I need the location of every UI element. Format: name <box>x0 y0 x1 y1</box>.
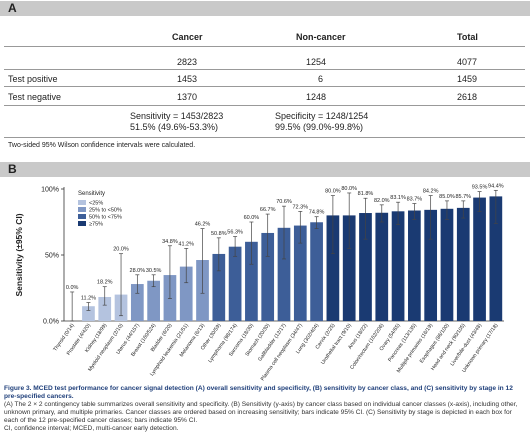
table-divider <box>4 86 525 87</box>
chart-bar <box>456 207 470 321</box>
legend-swatch <box>78 214 86 219</box>
chart-bar <box>130 284 144 321</box>
data-label: 83.1% <box>390 195 406 201</box>
figure-caption: Figure 3. MCED test performance for canc… <box>4 385 526 433</box>
data-label: 94.4% <box>488 183 504 189</box>
data-label: 46.2% <box>195 222 211 228</box>
table-divider <box>4 137 525 138</box>
legend-swatch <box>78 200 86 205</box>
chart-bar <box>277 227 291 321</box>
chart-bar <box>245 241 258 321</box>
chart-bar <box>310 222 323 321</box>
caption-description: (A) The 2 × 2 contingency table summariz… <box>4 401 518 424</box>
data-label: 80.0% <box>325 189 341 195</box>
data-label: 83.7% <box>407 197 423 203</box>
data-label: 70.6% <box>276 199 292 205</box>
grand-total-cell: 4077 <box>457 57 478 67</box>
data-label: 82.0% <box>374 198 390 204</box>
chart-bar <box>228 246 242 321</box>
test-positive-non-cancer-cell: 6 <box>318 74 324 84</box>
data-label: 85.0% <box>439 194 455 200</box>
y-tick-label: 50% <box>45 253 59 260</box>
panel-a-footnote: Two-sided 95% Wilson confidence interval… <box>8 142 196 149</box>
panel-b-label: B <box>0 162 530 177</box>
chart-bar <box>179 266 193 321</box>
row-label-test-negative: Test negative <box>8 92 62 102</box>
test-positive-total-cell: 1459 <box>457 74 478 84</box>
row-label-test-positive: Test positive <box>8 74 58 84</box>
y-tick-label: 100% <box>41 187 59 194</box>
chart-bar <box>359 213 372 321</box>
legend-label: 50% to <75% <box>89 215 122 221</box>
data-label: 84.2% <box>423 189 439 195</box>
x-tick-label: Esophagus (86/100) <box>419 322 451 364</box>
chart-bar <box>342 215 356 321</box>
data-label: 50.8% <box>211 231 227 237</box>
specificity-value: 99.5% (99.0%-99.8%) <box>275 122 364 132</box>
test-positive-cancer-cell: 1453 <box>177 74 198 84</box>
caption-abbreviations: CI, confidence interval; MCED, multi-can… <box>4 425 179 432</box>
sensitivity-formula: Sensitivity = 1453/2823 <box>130 111 224 121</box>
chart-bar <box>261 232 275 321</box>
data-label: 18.2% <box>97 280 113 286</box>
col-header-cancer: Cancer <box>172 32 203 42</box>
col-header-non-cancer: Non-cancer <box>296 32 346 42</box>
y-tick-label: 0.0% <box>43 319 59 326</box>
data-label: 56.3% <box>227 230 243 236</box>
data-label: 20.0% <box>113 247 129 253</box>
legend-title: Sensitivity <box>78 191 105 197</box>
chart-bar <box>98 296 112 321</box>
x-tick-label: Lymphoma (98/174) <box>207 322 239 364</box>
sensitivity-value: 51.5% (49.6%-53.3%) <box>130 122 219 132</box>
data-label: 41.2% <box>178 241 194 247</box>
total-non-cancer-cell: 1254 <box>306 57 327 67</box>
legend-label: 25% to <50% <box>89 208 122 214</box>
data-label: 11.2% <box>81 296 96 302</box>
legend-label: <25% <box>89 201 103 207</box>
data-label: 80.0% <box>341 186 357 192</box>
data-label: 93.5% <box>472 185 488 191</box>
chart-bar <box>391 211 405 321</box>
specificity-formula: Specificity = 1248/1254 <box>275 111 369 121</box>
data-label: 81.8% <box>358 191 374 197</box>
data-label: 28.0% <box>130 268 146 274</box>
chart-bar <box>440 208 454 321</box>
chart-bar <box>326 215 340 321</box>
legend-label: ≥75% <box>89 222 103 228</box>
y-axis-label: Sensitivity (±95% CI) <box>14 213 24 296</box>
test-negative-cancer-cell: 1370 <box>177 92 198 102</box>
contingency-table: Cancer Non-cancer Total 2823 1254 4077 T… <box>0 16 530 156</box>
total-cancer-cell: 2823 <box>177 57 198 67</box>
chart-bar <box>147 280 160 321</box>
data-label: 34.8% <box>162 239 178 245</box>
table-divider <box>4 46 525 47</box>
sensitivity-bar-chart: 0.0%50%100%Sensitivity (±95% CI) 0.0%Thyr… <box>14 183 504 382</box>
data-label: 72.3% <box>292 204 308 210</box>
data-label: 0.0% <box>66 285 79 291</box>
col-header-total: Total <box>457 32 478 42</box>
chart-bar <box>424 209 438 321</box>
caption-title: Figure 3. MCED test performance for canc… <box>4 385 513 400</box>
test-negative-non-cancer-cell: 1248 <box>306 92 327 102</box>
legend-swatch <box>78 221 86 226</box>
chart-bar <box>375 212 389 321</box>
table-divider <box>4 69 525 70</box>
data-label: 60.0% <box>244 215 260 221</box>
chart-bar <box>408 210 421 321</box>
data-label: 74.8% <box>309 210 325 216</box>
chart-bar <box>489 196 503 321</box>
panel-a-label: A <box>0 1 530 16</box>
data-label: 30.5% <box>146 268 162 274</box>
chart-bar <box>293 225 307 321</box>
legend-swatch <box>78 207 86 212</box>
data-label: 85.7% <box>455 194 471 200</box>
chart-bar <box>82 306 95 321</box>
test-negative-total-cell: 2618 <box>457 92 478 102</box>
data-label: 66.7% <box>260 207 276 213</box>
table-divider <box>4 105 525 106</box>
chart-bar <box>473 197 486 321</box>
chart-bar <box>212 253 226 321</box>
